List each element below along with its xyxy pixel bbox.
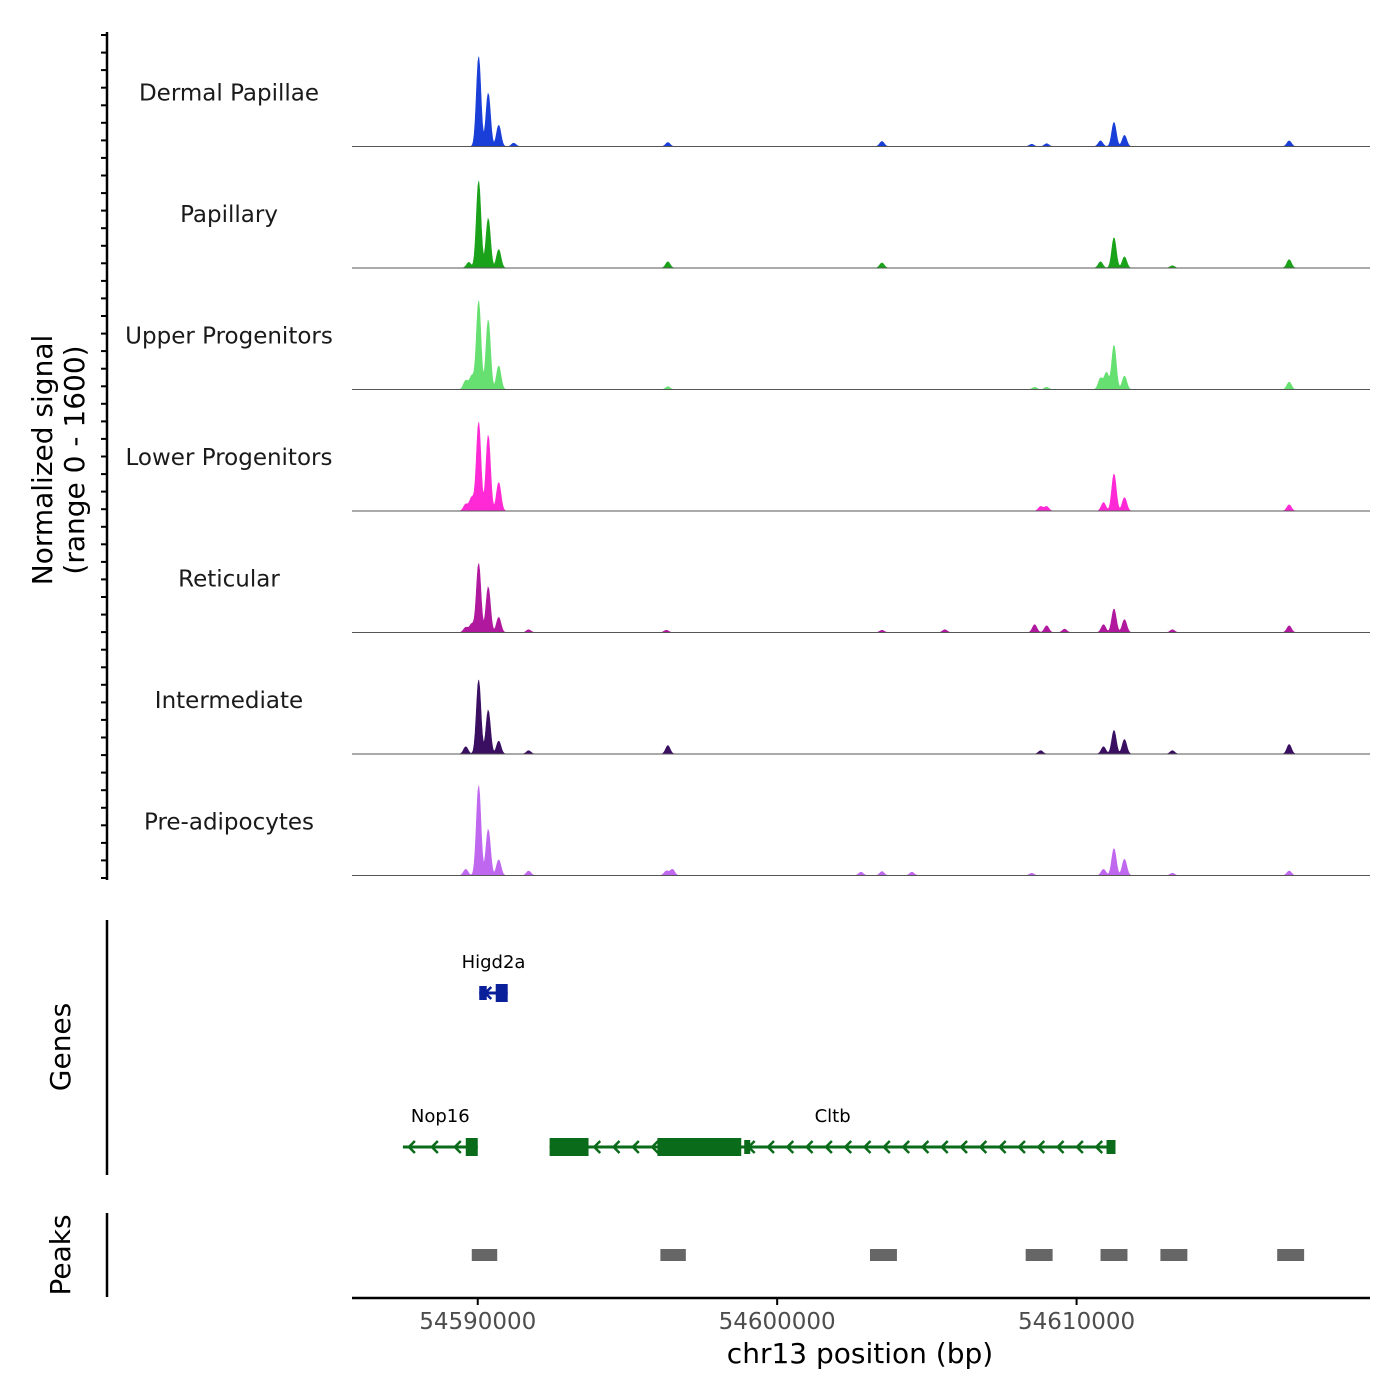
peak-region-box: [1277, 1249, 1305, 1261]
strand-arrow: [920, 1140, 930, 1154]
peak-region-box: [869, 1249, 897, 1261]
x-axis-title: chr13 position (bp): [727, 1337, 993, 1370]
strand-arrow: [1036, 1140, 1046, 1154]
strand-arrow: [592, 1140, 602, 1154]
genes-panel: Genes Higd2a Nop16 Cltb: [44, 920, 1116, 1175]
gene-cltb: Cltb: [549, 1106, 1116, 1156]
track-reticular: Reticular: [178, 563, 1370, 633]
strand-arrow: [997, 1140, 1007, 1154]
peak-region-box: [660, 1249, 686, 1261]
gene-label: Cltb: [815, 1106, 851, 1127]
genes-panel-label: Genes: [44, 1003, 77, 1091]
track-dermal-papillae: Dermal Papillae: [139, 56, 1370, 147]
exon-block: [1106, 1140, 1116, 1154]
exon-block: [495, 984, 508, 1002]
y-axis-title-line1: Normalized signal: [26, 335, 59, 586]
track-label: Reticular: [178, 567, 280, 593]
strand-arrow: [1075, 1140, 1084, 1154]
strand-arrow: [611, 1140, 621, 1154]
strand-arrow: [804, 1140, 814, 1154]
track-label: Intermediate: [155, 688, 303, 714]
peaks-panel: Peaks: [44, 1213, 1305, 1297]
strand-arrow: [882, 1140, 891, 1154]
strand-arrow: [430, 1140, 439, 1154]
strand-arrow: [785, 1140, 795, 1154]
peak-region-box: [1025, 1249, 1053, 1261]
exon-block: [549, 1138, 589, 1156]
exon-block: [657, 1138, 742, 1156]
strand-arrow: [650, 1140, 660, 1154]
track-label: Dermal Papillae: [139, 81, 319, 107]
track-label: Upper Progenitors: [125, 324, 333, 350]
strand-arrow: [453, 1140, 462, 1154]
strand-arrow: [407, 1140, 416, 1154]
strand-arrow: [824, 1140, 833, 1154]
strand-arrow: [901, 1140, 911, 1154]
x-tick-label: 54590000: [419, 1309, 536, 1335]
track-intermediate: Intermediate: [155, 679, 1370, 755]
strand-arrow: [1055, 1140, 1065, 1154]
peak-region-box: [471, 1249, 498, 1261]
strand-arrow: [1017, 1140, 1026, 1154]
strand-arrow: [843, 1140, 853, 1154]
gene-label: Nop16: [411, 1106, 470, 1127]
gene-higd2a: Higd2a: [462, 952, 526, 1002]
strand-arrow: [978, 1140, 988, 1154]
exon-block: [479, 986, 487, 1000]
peak-regions: [471, 1249, 1305, 1261]
gene-models: Higd2a Nop16 Cltb: [402, 952, 1116, 1156]
gene-nop16: Nop16: [402, 1106, 478, 1156]
strand-arrow: [959, 1140, 968, 1154]
signal-y-axis: [101, 32, 109, 880]
signal-area: [352, 56, 1370, 147]
strand-arrow: [862, 1140, 872, 1154]
strand-arrow: [939, 1140, 949, 1154]
peak-region-box: [1160, 1249, 1188, 1261]
strand-arrow: [766, 1140, 775, 1154]
strand-arrow: [631, 1140, 640, 1154]
signal-area: [352, 679, 1370, 755]
signal-tracks: Dermal Papillae Papillary Upper Progenitor…: [125, 56, 1370, 876]
exon-block: [465, 1138, 478, 1156]
signal-area: [352, 180, 1370, 269]
track-label: Papillary: [180, 202, 278, 228]
track-pre-adipocytes: Pre-adipocytes: [144, 785, 1370, 876]
track-label: Lower Progenitors: [126, 445, 333, 471]
track-label: Pre-adipocytes: [144, 810, 314, 836]
x-axis: 54590000 54600000 54610000 chr13 position …: [352, 1296, 1370, 1370]
signal-area: [352, 785, 1370, 876]
gene-label: Higd2a: [462, 952, 526, 973]
peaks-panel-label: Peaks: [44, 1214, 77, 1295]
x-axis-ticks: 54590000 54600000 54610000: [419, 1298, 1135, 1335]
x-tick-label: 54600000: [719, 1309, 836, 1335]
track-papillary: Papillary: [180, 180, 1370, 269]
track-lower-progenitors: Lower Progenitors: [126, 422, 1370, 512]
peak-region-box: [1100, 1249, 1128, 1261]
x-tick-label: 54610000: [1018, 1309, 1135, 1335]
exon-block: [744, 1140, 751, 1154]
strand-arrow: [1094, 1140, 1104, 1154]
track-upper-progenitors: Upper Progenitors: [125, 300, 1370, 390]
signal-area: [352, 563, 1370, 633]
signal-area: [352, 300, 1370, 390]
y-axis-title-line2: (range 0 - 1600): [58, 345, 91, 574]
signal-area: [352, 422, 1370, 512]
y-axis-title: Normalized signal (range 0 - 1600): [26, 335, 91, 586]
